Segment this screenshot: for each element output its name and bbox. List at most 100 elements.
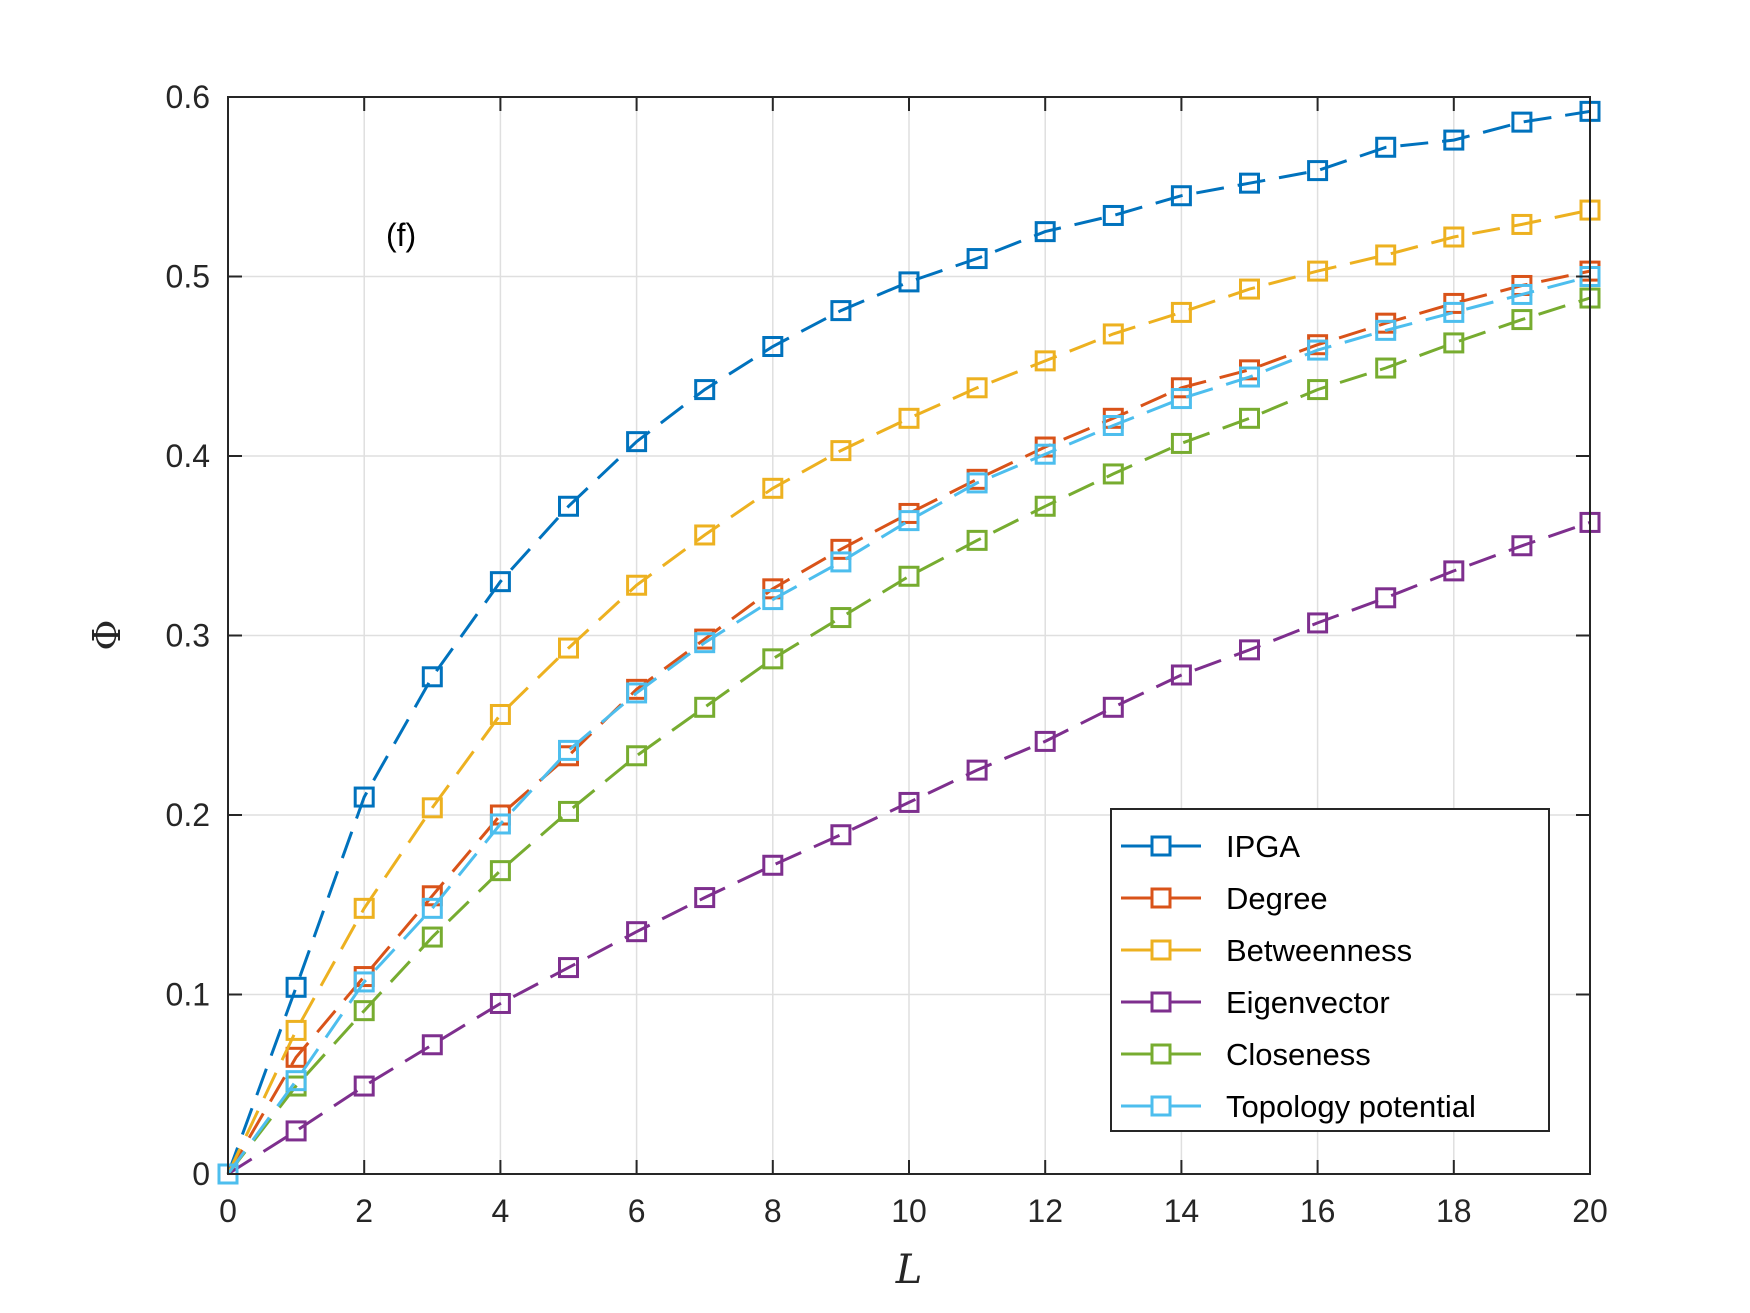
data-point <box>694 632 716 654</box>
data-point <box>1034 730 1056 752</box>
data-point <box>558 495 579 517</box>
data-point <box>626 574 648 596</box>
data-point <box>1170 301 1192 323</box>
x-tick-label: 10 <box>891 1193 927 1229</box>
data-point <box>762 648 784 670</box>
data-point <box>1102 463 1124 485</box>
data-point <box>558 800 579 822</box>
legend-marker <box>1150 835 1172 857</box>
data-point <box>1375 136 1397 158</box>
data-point <box>1170 377 1192 399</box>
data-point <box>1307 260 1329 282</box>
data-point <box>489 860 511 882</box>
data-point <box>1443 332 1465 354</box>
data-point <box>898 791 920 813</box>
data-point <box>626 431 648 453</box>
x-tick-label: 0 <box>219 1193 237 1229</box>
legend-item: Degree <box>1121 881 1328 916</box>
data-point <box>353 1075 375 1097</box>
data-point <box>1239 366 1260 388</box>
legend-item: Eigenvector <box>1121 985 1390 1020</box>
data-point <box>1375 244 1397 266</box>
data-point <box>694 379 716 401</box>
series-line <box>226 275 1591 1175</box>
data-point <box>285 1046 307 1068</box>
data-point <box>762 578 784 600</box>
data-point <box>694 696 716 718</box>
data-point <box>1375 357 1397 379</box>
x-tick-label: 12 <box>1027 1193 1063 1229</box>
data-point <box>762 477 784 499</box>
data-point <box>898 510 920 532</box>
data-point <box>966 529 988 551</box>
data-point <box>898 407 920 429</box>
legend-label: Betweenness <box>1226 933 1412 968</box>
data-point <box>1102 696 1124 718</box>
x-tick-labels: 0 2 4 6 8 10 12 14 16 18 20 <box>219 1193 1608 1229</box>
legend-item: Betweenness <box>1121 933 1412 968</box>
legend-marker <box>1150 1095 1172 1117</box>
x-axis-label: L <box>895 1247 923 1293</box>
x-tick-label: 4 <box>492 1193 510 1229</box>
data-point <box>421 1034 443 1056</box>
x-tick-label: 16 <box>1300 1193 1336 1229</box>
data-point <box>898 271 920 293</box>
legend-marker <box>1150 887 1172 909</box>
data-point <box>1170 185 1192 207</box>
data-point <box>830 824 852 846</box>
data-point <box>558 739 579 761</box>
series-line <box>226 269 1591 1175</box>
x-tick-label: 8 <box>764 1193 782 1229</box>
series-line <box>226 296 1591 1175</box>
y-tick-label: 0.5 <box>166 259 210 295</box>
series-line <box>226 109 1591 1175</box>
data-point <box>353 786 375 808</box>
data-point <box>966 759 988 781</box>
data-point <box>285 1120 307 1142</box>
y-tick-label: 0.1 <box>166 977 210 1013</box>
data-point <box>421 926 443 948</box>
data-point <box>353 1000 375 1022</box>
legend-marker <box>1150 1043 1172 1065</box>
data-point <box>966 248 988 270</box>
data-point <box>1102 204 1124 226</box>
data-point <box>1511 283 1533 305</box>
data-point <box>966 377 988 399</box>
data-point <box>489 813 511 835</box>
data-point <box>1375 319 1397 341</box>
data-point <box>898 565 920 587</box>
data-point <box>353 897 375 919</box>
data-point <box>1375 587 1397 609</box>
data-point <box>830 607 852 629</box>
data-point <box>489 703 511 725</box>
data-point <box>1511 309 1533 331</box>
x-tick-label: 18 <box>1436 1193 1472 1229</box>
data-point <box>1443 129 1465 151</box>
data-point <box>626 921 648 943</box>
legend-item: IPGA <box>1121 829 1300 864</box>
data-point <box>830 440 852 462</box>
data-point <box>489 992 511 1014</box>
data-point <box>421 797 443 819</box>
x-tick-label: 14 <box>1164 1193 1200 1229</box>
data-point <box>1443 560 1465 582</box>
data-point <box>1034 350 1056 372</box>
data-point <box>421 666 443 688</box>
data-point <box>558 637 579 659</box>
data-point <box>626 745 648 767</box>
data-point <box>1034 443 1056 465</box>
legend-item: Closeness <box>1121 1037 1371 1072</box>
legend-marker <box>1150 939 1172 961</box>
data-point <box>1170 664 1192 686</box>
data-point <box>1511 535 1533 557</box>
y-tick-label: 0.2 <box>166 797 210 833</box>
series-topology-potential <box>217 266 1601 1185</box>
data-point <box>1239 278 1260 300</box>
data-point <box>558 957 579 979</box>
data-point <box>1034 495 1056 517</box>
y-tick-label: 0 <box>192 1156 210 1192</box>
data-point <box>1239 172 1260 194</box>
data-point <box>830 538 852 560</box>
tick-marks <box>227 96 1591 1175</box>
data-point <box>966 472 988 494</box>
